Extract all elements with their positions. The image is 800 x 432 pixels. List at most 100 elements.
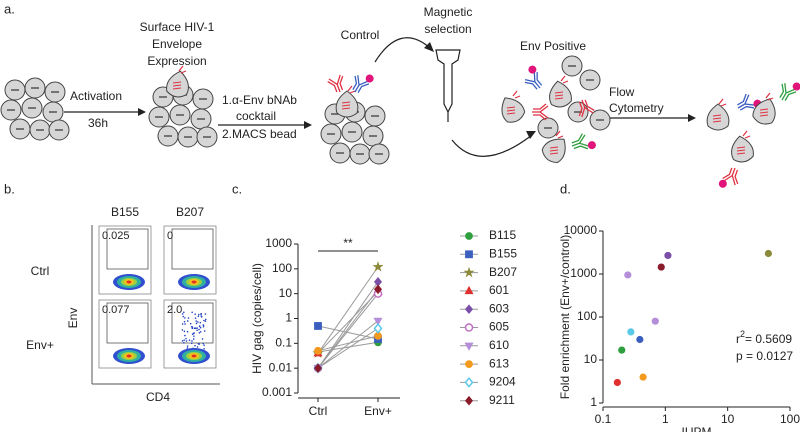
stat-text: p = 0.0127 [736,349,793,363]
event [200,316,203,318]
step-label: Magnetic [424,5,473,19]
series-line [317,325,379,340]
event [185,340,188,342]
significance: ** [343,236,353,250]
y-tick-label: 1 [590,395,597,409]
legend-label: 9211 [489,393,515,407]
step-label: selection [424,22,471,36]
viral-rna [172,84,182,87]
legend-label: 613 [489,356,509,370]
stat-text: 2 [740,329,745,339]
viral-rna [712,114,722,117]
y-tick-label: 10 [584,352,598,366]
event [204,318,207,321]
magnetic-bead [587,141,596,150]
antibody [327,74,344,93]
step-label: 2.MACS bead [222,127,297,141]
y-tick-label: 10 [279,286,293,300]
series-line [317,335,379,352]
x-tick-label: 0.1 [595,412,612,426]
antibody-shape [737,93,755,111]
event [181,313,184,315]
step-label: Flow [609,85,635,99]
event [183,339,185,341]
gate-value: 0.025 [102,230,130,242]
viral-rna [736,146,746,149]
stat-text: r [736,332,740,346]
antibody-shape [779,83,797,101]
event [184,323,186,325]
viral-rna [554,91,564,94]
x-axis-label: IUPM [682,425,712,432]
event [184,334,186,337]
magnetic-bead [718,179,727,188]
row-label: Env+ [26,338,54,352]
y-axis-label: Fold enrichment (Env+/control) [558,235,572,399]
y-tick-label: 1 [285,311,292,325]
event [183,320,186,323]
magnetic-column [435,49,461,122]
density [126,354,132,358]
x-tick-label: 1 [662,412,669,426]
step-label: cocktail [236,109,276,123]
panel-label: c. [232,181,242,196]
arrow-head [304,121,312,129]
env-spike [555,130,564,139]
event [185,337,187,340]
event [182,315,185,318]
event [196,327,198,329]
event [203,319,205,322]
event [191,333,194,336]
step-label: Control [341,28,380,42]
infected-cell [752,98,776,125]
step-label: 1.α-Env bNAb [222,93,297,107]
viral-rna [736,152,746,155]
antibody [779,82,800,101]
infected-cell [549,80,572,108]
antibody-shape [524,71,543,90]
infected-cell [501,97,526,123]
gate-value: 0.077 [102,304,130,316]
event [203,344,205,347]
antibody-shape [578,99,595,118]
antibody-shape [722,167,739,186]
row-label: Ctrl [31,264,50,278]
arrow-head [526,131,536,139]
x-tick-label: 10 [721,412,735,426]
event [198,328,200,331]
event [183,311,185,314]
viral-rna [341,107,351,110]
marker [314,346,322,355]
gate-value: 0 [167,230,173,242]
event [195,320,197,322]
event [181,340,184,342]
step-label: Activation [70,89,122,103]
viral-rna [506,106,516,109]
infected-cell [706,103,730,131]
antibody-shape [352,75,370,93]
event [197,313,200,316]
event [199,330,202,333]
y-axis-label: HIV gag (copies/cell) [250,263,264,374]
column-label: B207 [176,205,204,219]
event [199,326,202,329]
event [189,322,192,325]
viral-rna [341,104,351,107]
magnetic-bead [792,82,800,91]
infected-cell [335,90,359,118]
event [194,317,197,319]
event [188,339,191,341]
y-tick-label: 0.1 [275,336,292,350]
env-spike [765,92,774,101]
viral-rna [341,101,351,104]
legend-marker [464,323,474,332]
viral-rna [506,112,516,115]
env-spike [512,90,521,99]
event [191,340,193,342]
env-spike [718,98,727,107]
viral-rna [736,149,746,152]
legend-label: 603 [489,301,509,315]
event [186,347,189,349]
legend-marker [464,342,474,351]
